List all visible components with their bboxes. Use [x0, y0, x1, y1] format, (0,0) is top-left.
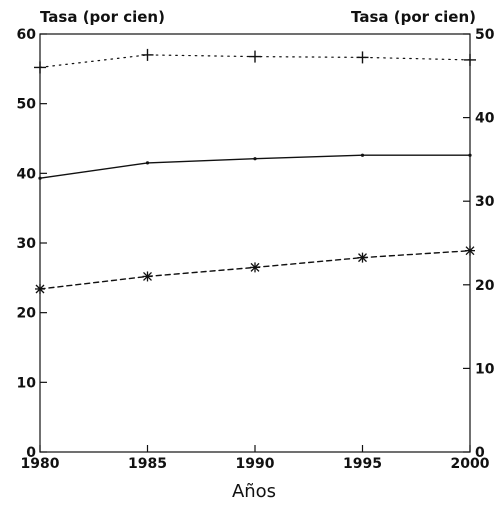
y-left-tick-label: 0 [26, 445, 36, 461]
y-left-tick-label: 40 [17, 166, 37, 182]
x-tick-label: 2000 [451, 456, 490, 472]
y-axis-label-left: Tasa (por cien) [40, 8, 165, 26]
series-1 [34, 48, 476, 74]
data-point-dot [145, 161, 150, 165]
data-point-asterisk [142, 271, 153, 282]
data-point-dot [253, 157, 257, 161]
x-axis-label: Años [232, 481, 276, 502]
y-left-tick-label: 20 [17, 306, 37, 322]
data-point-dot [38, 176, 42, 180]
ast-d2 [35, 284, 45, 294]
y-right-tick-label: 40 [475, 111, 495, 127]
ast-d2 [358, 253, 367, 263]
data-point-asterisk [465, 245, 475, 256]
series-layer [34, 48, 476, 294]
y-right-tick-label: 30 [475, 194, 495, 210]
data-point-plus [141, 48, 154, 61]
series-2 [38, 153, 472, 180]
data-point-dot [468, 153, 472, 157]
y-right-tick-label: 0 [475, 445, 485, 461]
data-point-asterisk [35, 283, 45, 294]
y-left-tick-label: 10 [17, 375, 37, 391]
data-point-plus [464, 53, 476, 66]
axis-ticks: 1980 1985 1990 1995 200001020304050600102030… [17, 27, 495, 472]
y-right-tick-label: 20 [475, 278, 495, 294]
y-left-tick-label: 60 [17, 27, 37, 43]
x-tick-label: 1985 [128, 456, 167, 472]
y-right-tick-label: 50 [475, 27, 495, 43]
x-tick-label: 1990 [236, 456, 275, 472]
data-point-plus [356, 51, 369, 64]
data-point-dot [360, 153, 365, 157]
y-left-tick-label: 30 [17, 236, 37, 252]
x-tick-label: 1995 [343, 456, 382, 472]
y-left-tick-label: 50 [17, 97, 37, 113]
data-point-plus [249, 50, 261, 63]
plot-frame [39, 33, 471, 453]
series-3 [35, 245, 475, 294]
data-point-asterisk [357, 252, 368, 263]
ast-d2 [250, 262, 260, 272]
plot-border [39, 33, 471, 453]
ast-d2 [143, 271, 152, 281]
y-right-tick-label: 10 [475, 361, 495, 377]
y-axis-label-right: Tasa (por cien) [351, 8, 476, 26]
data-point-asterisk [250, 262, 260, 273]
x-tick-label: 1980 [21, 456, 60, 472]
data-point-plus [34, 61, 46, 74]
ast-d2 [465, 246, 475, 256]
